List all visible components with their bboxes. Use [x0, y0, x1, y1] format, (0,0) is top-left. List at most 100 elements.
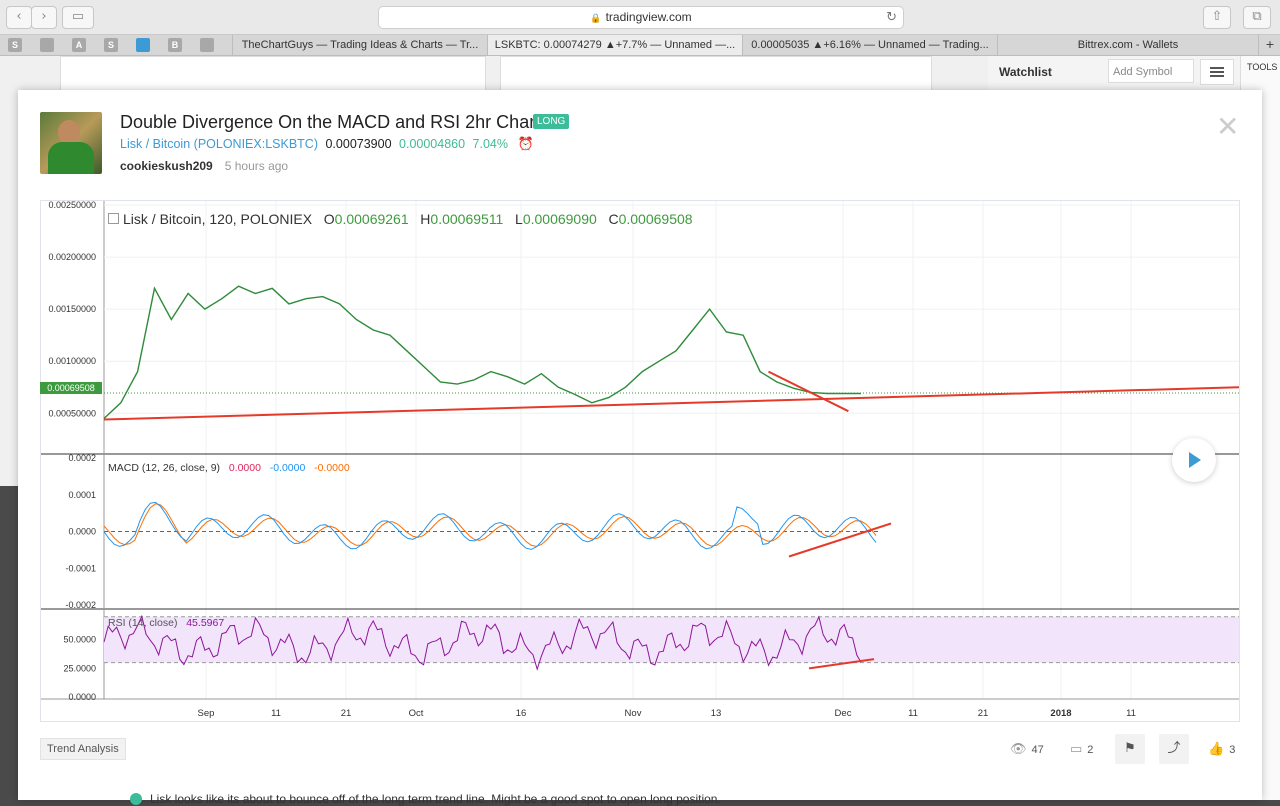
views-value: 47	[1031, 744, 1044, 756]
flag-icon[interactable]: ⚑	[1115, 734, 1145, 764]
post-time: 5 hours ago	[224, 159, 289, 173]
current-price: 0.00073900	[325, 137, 392, 151]
x-tick-label: 13	[711, 708, 722, 719]
close-icon[interactable]: ✕	[1216, 110, 1240, 143]
favorite-icon[interactable]: S	[104, 38, 118, 52]
tag-trend-analysis[interactable]: Trend Analysis	[40, 738, 126, 760]
long-dot-icon	[130, 793, 142, 805]
y-tick-label: 0.00100000	[48, 356, 96, 366]
watchlist-label: Watchlist	[999, 65, 1052, 79]
browser-toolbar: ‹ › ▭ 🔒 tradingview.com ↻ ⇧ ⧉	[0, 0, 1280, 35]
author-line: cookieskush209 5 hours ago	[120, 159, 288, 173]
legend-title: Lisk / Bitcoin, 120, POLONIEX	[123, 211, 313, 227]
y-tick-label: 0.00200000	[48, 252, 96, 262]
long-badge: LONG	[533, 114, 570, 129]
likes-count[interactable]: 👍 3	[1208, 742, 1235, 757]
legend-open: 0.00069261	[334, 211, 409, 227]
forward-button[interactable]: ›	[31, 6, 57, 29]
rsi-band	[104, 616, 1239, 663]
play-icon	[1189, 452, 1201, 468]
idea-modal: Double Divergence On the MACD and RSI 2h…	[18, 90, 1262, 806]
likes-value: 3	[1229, 744, 1236, 756]
idea-thumbnail[interactable]	[60, 56, 486, 92]
x-tick-label: Sep	[198, 708, 215, 719]
sidebar-toggle-icon[interactable]: ▭	[62, 6, 94, 29]
y-tick-label: 0.00150000	[48, 304, 96, 314]
thumbs-up-icon: 👍	[1208, 742, 1225, 757]
favorite-icon[interactable]	[200, 38, 214, 52]
macd-y-tick: -0.0002	[65, 600, 96, 610]
macd-y-tick: 0.0002	[68, 453, 96, 463]
rsi-divergence-trendline	[808, 658, 875, 670]
x-tick-label: Nov	[625, 708, 642, 719]
avatar[interactable]	[40, 112, 102, 174]
legend-o-label: O	[323, 211, 335, 227]
exchange-link[interactable]: (POLONIEX:LSKBTC)	[193, 137, 318, 151]
play-button[interactable]	[1172, 438, 1216, 482]
comment-icon: ▭	[1070, 742, 1083, 757]
price-change-percent: 7.04%	[472, 137, 508, 151]
macd-value-1: 0.0000	[228, 462, 261, 474]
collapse-icon[interactable]	[108, 213, 119, 224]
chart-svg[interactable]: Sep 11 21 Oct 16 Nov 13 Dec 11 21 2018 11 0.00250000…	[41, 201, 1239, 721]
y-tick-label: 0.00250000	[48, 201, 96, 210]
x-tick-label: 16	[516, 708, 527, 719]
rsi-line	[103, 614, 862, 671]
tradingview-favicon[interactable]	[136, 38, 150, 52]
add-symbol-input[interactable]: Add Symbol	[1108, 59, 1194, 83]
price-series-line	[103, 285, 861, 420]
macd-name: MACD (12, 26, close, 9)	[108, 462, 221, 474]
idea-description: Lisk looks like its about to bounce off …	[130, 792, 721, 806]
chart-area[interactable]: Sep 11 21 Oct 16 Nov 13 Dec 11 21 2018 11 0.00250000…	[40, 200, 1240, 722]
x-tick-label: 2018	[1050, 708, 1071, 719]
tabs-overview-icon[interactable]: ⧉	[1243, 6, 1271, 29]
legend-h-label: H	[420, 211, 431, 227]
address-bar[interactable]: 🔒 tradingview.com ↻	[378, 6, 904, 29]
rsi-y-tick: 0.0000	[68, 692, 96, 702]
x-tick-label: Oct	[409, 708, 424, 719]
tab-bittrex[interactable]: Bittrex.com - Wallets	[997, 35, 1258, 55]
views-count: 👁 47	[1010, 742, 1044, 757]
favorite-icon[interactable]	[40, 38, 54, 52]
macd-legend: MACD (12, 26, close, 9) 0.0000 -0.0000 -…	[108, 462, 350, 474]
tab-thechartguys[interactable]: TheChartGuys — Trading Ideas & Charts — …	[232, 35, 487, 55]
lock-icon: 🔒	[590, 14, 602, 24]
share-button-icon[interactable]: ⤴	[1159, 734, 1189, 764]
x-tick-label: Dec	[835, 708, 852, 719]
rsi-value: 45.5967	[186, 617, 225, 629]
x-tick-label: 21	[341, 708, 352, 719]
favorite-icon[interactable]: S	[8, 38, 22, 52]
alert-clock-icon[interactable]: ⏰	[517, 137, 534, 152]
new-tab-icon[interactable]: +	[1258, 35, 1280, 55]
falling-trendline	[768, 370, 849, 413]
rsi-y-tick: 25.0000	[63, 663, 96, 673]
tab-unnamed[interactable]: 0.00005035 ▲+6.16% — Unnamed — Trading..…	[742, 35, 997, 55]
url-text: tradingview.com	[605, 10, 692, 24]
support-trendline	[103, 386, 1239, 421]
tools-label[interactable]: TOOLS	[1247, 62, 1278, 72]
y-tick-label: 0.00050000	[48, 408, 96, 418]
tab-bar: S A S B TheChartGuys — Trading Ideas & C…	[0, 35, 1280, 56]
rsi-y-tick: 50.0000	[63, 635, 96, 645]
rsi-name: RSI (14, close)	[108, 617, 178, 629]
x-tick-label: 11	[1126, 708, 1136, 719]
share-icon[interactable]: ⇧	[1203, 6, 1231, 29]
author-name[interactable]: cookieskush209	[120, 159, 213, 173]
favorite-icon[interactable]: B	[168, 38, 182, 52]
tab-lskbtc[interactable]: LSKBTC: 0.00074279 ▲+7.7% — Unnamed —...	[487, 35, 742, 55]
comments-count[interactable]: ▭ 2	[1070, 742, 1093, 757]
reload-icon[interactable]: ↻	[886, 10, 897, 25]
legend-l-label: L	[515, 211, 523, 227]
plot-background	[104, 201, 1239, 699]
idea-thumbnail[interactable]	[500, 56, 932, 92]
symbol-link[interactable]: Lisk / Bitcoin	[120, 137, 191, 151]
macd-y-tick: 0.0001	[68, 490, 96, 500]
back-button[interactable]: ‹	[6, 6, 32, 29]
price-change: 0.00004860	[399, 137, 466, 151]
description-text: Lisk looks like its about to bounce off …	[150, 792, 721, 806]
macd-divergence-trendline	[788, 522, 892, 558]
x-tick-label: 21	[978, 708, 989, 719]
legend-close: 0.00069508	[618, 211, 693, 227]
menu-icon[interactable]	[1200, 59, 1234, 85]
favorite-icon[interactable]: A	[72, 38, 86, 52]
